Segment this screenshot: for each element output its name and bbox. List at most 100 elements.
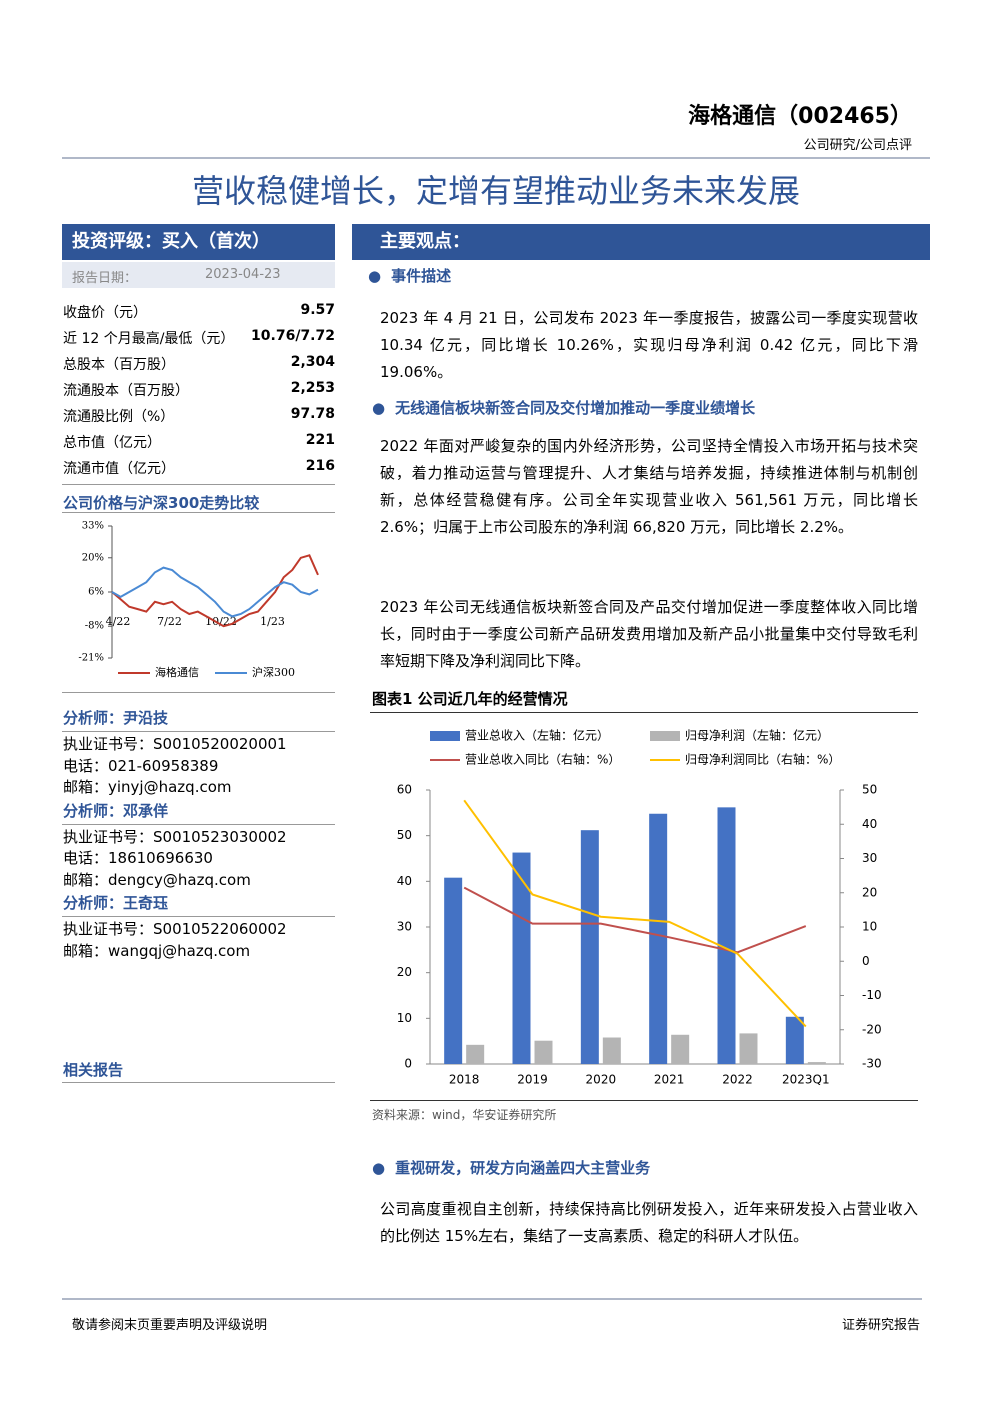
y2-tick-label: -30 bbox=[862, 1057, 882, 1071]
analyst-heading: 分析师：尹沿技 bbox=[63, 709, 169, 727]
rule bbox=[62, 692, 335, 693]
y-tick-label: 60 bbox=[397, 783, 412, 797]
y-tick-label: 20 bbox=[397, 965, 412, 979]
bar bbox=[739, 1033, 758, 1064]
stat-label: 流通市值（亿元） bbox=[63, 461, 175, 477]
stat-row: 流通股比例（%） 97.78 bbox=[63, 406, 335, 426]
analyst-line: 电话：18610696630 bbox=[63, 849, 213, 867]
x-tick-label: 2018 bbox=[449, 1073, 480, 1087]
series-line bbox=[111, 566, 319, 618]
rule bbox=[62, 157, 930, 159]
rating: 投资评级：买入（首次） bbox=[62, 224, 335, 260]
analyst-line: 邮箱：wangqj@hazq.com bbox=[63, 941, 251, 960]
analyst-heading: 分析师：邓承佯 bbox=[63, 801, 169, 820]
rule bbox=[370, 1100, 918, 1101]
section-heading: 无线通信板块新签合同及交付增加推动一季度业绩增长 bbox=[372, 397, 755, 418]
paragraph: 2022 年面对严峻复杂的国内外经济形势，公司坚持全情投入市场开拓与技术突破，着… bbox=[380, 437, 918, 536]
x-tick-label: 2019 bbox=[517, 1073, 548, 1087]
section-heading: 事件描述 bbox=[368, 265, 451, 286]
x-tick-label: 2020 bbox=[586, 1073, 617, 1087]
x-tick-label: 1/23 bbox=[260, 615, 285, 628]
y-tick-label: 6% bbox=[88, 587, 104, 598]
stat-label: 近 12 个月最高/最低（元） bbox=[63, 331, 235, 347]
x-tick-label: 7/22 bbox=[157, 615, 182, 628]
paragraph: 2023 年 4 月 21 日，公司发布 2023 年一季度报告，披露公司一季度… bbox=[380, 309, 918, 381]
footer-right: 证券研究报告 bbox=[841, 1318, 920, 1333]
analyst-line: 邮箱：yinyj@hazq.com bbox=[63, 778, 232, 796]
rule bbox=[62, 512, 335, 513]
legend-label: 归母净利润同比（右轴：%） bbox=[685, 752, 840, 767]
rule bbox=[62, 731, 335, 732]
y2-tick-label: 30 bbox=[862, 851, 877, 865]
analyst-heading: 分析师：王奇珏 bbox=[63, 894, 169, 912]
stat-value: 216 bbox=[305, 458, 335, 474]
y-tick-label: 10 bbox=[397, 1011, 412, 1025]
main-title: 营收稳健增长，定增有望推动业务未来发展 bbox=[191, 172, 800, 210]
x-tick-label: 2021 bbox=[654, 1073, 685, 1087]
stat-value: 2,304 bbox=[290, 354, 335, 370]
legend-label: 沪深300 bbox=[252, 665, 295, 679]
bar bbox=[785, 1016, 804, 1064]
y-tick-label: -21% bbox=[78, 653, 104, 664]
paragraph: 2023 年公司无线通信板块新签合同及产品交付增加促进一季度整体收入同比增长，同… bbox=[380, 598, 918, 670]
bar bbox=[717, 807, 736, 1064]
figure-chart: 0 10 20 30 40 50 60 -30 -20 -10 0 10 20 30 40 50 2018 201… bbox=[397, 728, 882, 1087]
y-tick-label: 0 bbox=[404, 1057, 412, 1071]
x-tick-label: 2023Q1 bbox=[782, 1073, 830, 1087]
date-label: 报告日期： bbox=[72, 271, 138, 286]
y2-tick-label: -20 bbox=[862, 1022, 882, 1036]
y2-tick-label: -10 bbox=[862, 988, 882, 1002]
stat-label: 流通股比例（%） bbox=[63, 409, 175, 425]
analyst-line: 电话：021-60958389 bbox=[63, 756, 219, 775]
analyst-line: 执业证书号：S0010522060002 bbox=[63, 920, 287, 938]
stat-row: 总市值（亿元） 221 bbox=[63, 432, 335, 452]
y-tick-label: 20% bbox=[82, 552, 104, 563]
stat-label: 总市值（亿元） bbox=[63, 435, 161, 451]
analyst-line: 执业证书号：S0010520020001 bbox=[63, 735, 287, 753]
rule bbox=[370, 712, 918, 713]
rule bbox=[62, 1298, 922, 1300]
y2-tick-label: 0 bbox=[862, 954, 870, 968]
stat-value: 97.78 bbox=[290, 406, 335, 422]
y-tick-label: 50 bbox=[397, 828, 412, 842]
series-line bbox=[111, 554, 319, 628]
figure-title: 图表1 公司近几年的经营情况 bbox=[372, 690, 568, 708]
bar bbox=[512, 852, 531, 1064]
stat-row: 流通股本（百万股） 2,253 bbox=[63, 380, 335, 400]
bar bbox=[649, 813, 668, 1064]
category: 公司研究/公司点评 bbox=[803, 138, 912, 153]
stat-label: 总股本（百万股） bbox=[63, 357, 175, 373]
legend-label: 营业总收入同比（右轴：%） bbox=[465, 752, 620, 767]
y2-tick-label: 50 bbox=[862, 783, 877, 797]
stat-row: 总股本（百万股） 2,304 bbox=[63, 354, 335, 374]
legend-label: 海格通信 bbox=[155, 665, 199, 679]
bar bbox=[807, 1062, 826, 1064]
bar bbox=[534, 1040, 553, 1064]
series-line bbox=[463, 886, 807, 954]
legend-label: 营业总收入（左轴：亿元） bbox=[465, 728, 609, 743]
paragraph: 公司高度重视自主创新，持续保持高比例研发投入，近年来研发投入占营业收入的比例达 … bbox=[380, 1200, 918, 1245]
stat-value: 10.76/7.72 bbox=[251, 328, 335, 344]
bar bbox=[580, 830, 599, 1064]
stat-label: 流通股本（百万股） bbox=[63, 383, 189, 399]
rule bbox=[62, 484, 335, 485]
series-line bbox=[463, 799, 807, 1028]
main-heading: 主要观点： bbox=[352, 224, 930, 260]
y-tick-label: 30 bbox=[397, 920, 412, 934]
stat-label: 收盘价（元） bbox=[63, 305, 147, 321]
rule bbox=[62, 1082, 335, 1083]
footer-left: 敬请参阅末页重要声明及评级说明 bbox=[72, 1318, 268, 1333]
bar bbox=[602, 1037, 621, 1064]
bar bbox=[466, 1044, 485, 1064]
stat-value: 2,253 bbox=[290, 380, 335, 396]
date: 2023-04-23 bbox=[205, 267, 281, 282]
analyst-line: 邮箱：dengcy@hazq.com bbox=[63, 870, 251, 889]
legend-swatch bbox=[650, 731, 680, 741]
chart-title: 公司价格与沪深300走势比较 bbox=[63, 494, 260, 512]
analyst-line: 执业证书号：S0010523030002 bbox=[63, 827, 287, 846]
y2-tick-label: 10 bbox=[862, 920, 877, 934]
company: 海格通信（002465） bbox=[688, 104, 912, 129]
legend-label: 归母净利润（左轴：亿元） bbox=[685, 728, 829, 743]
